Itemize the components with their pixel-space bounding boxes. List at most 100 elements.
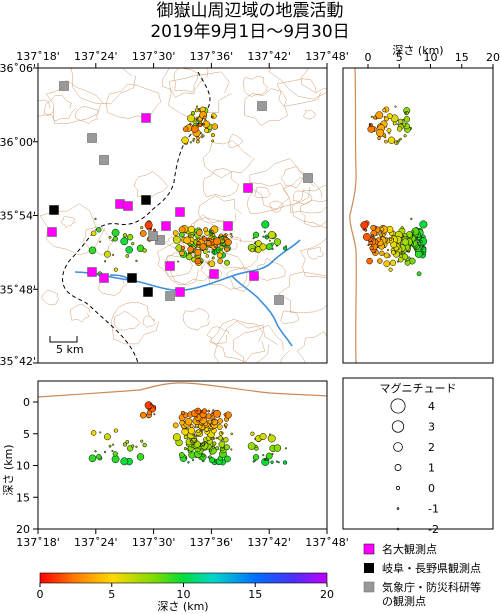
- earthquake-marker: [196, 229, 203, 236]
- nagoya-univ-station: [115, 199, 125, 209]
- topo-profile-right: [349, 67, 357, 364]
- lon-tick-label-top: 137˚24': [74, 50, 118, 63]
- magnitude-label: 4: [428, 400, 435, 413]
- prefecture-station-swatch: [364, 563, 374, 573]
- magnitude-label: -2: [428, 523, 439, 536]
- earthquake-marker: [216, 252, 223, 259]
- earthquake-marker: [153, 413, 156, 416]
- earthquake-marker: [136, 453, 145, 461]
- earthquake-marker: [178, 226, 186, 234]
- earthquake-marker: [261, 220, 270, 229]
- earthquake-marker: [213, 237, 221, 246]
- earthquake-marker: [208, 457, 215, 464]
- earthquake-marker: [139, 230, 147, 237]
- earthquake-marker: [382, 233, 386, 237]
- earthquake-marker: [392, 121, 397, 126]
- contour-line: [200, 250, 248, 290]
- earthquake-marker: [211, 233, 216, 237]
- station-legend: 名大観測点 岐阜・長野県観測点 気象庁・防災科研等 の観測点: [363, 542, 481, 608]
- right-depth-tick-label: 15: [455, 51, 469, 64]
- contour-line: [299, 199, 327, 227]
- earthquake-marker: [94, 217, 97, 220]
- map-axis-ticks: 137˚18' 137˚24' 137˚30' 137˚36' 137˚42' 137˚4…: [0, 50, 349, 368]
- jma-nied-station-swatch: [363, 581, 375, 593]
- colorbar-label: 深さ (km): [157, 600, 208, 613]
- earthquake-marker: [282, 460, 288, 465]
- contour-line: [142, 315, 157, 328]
- earthquake-marker: [135, 445, 138, 448]
- prefecture-station: [127, 273, 137, 283]
- earthquake-marker: [400, 226, 404, 230]
- earthquake-marker: [125, 254, 130, 258]
- earthquake-marker: [262, 235, 265, 238]
- jma-nied-station: [165, 291, 175, 301]
- earthquake-marker: [103, 450, 107, 454]
- earthquake-marker: [211, 446, 215, 450]
- colorbar-tick-label: 15: [248, 588, 262, 601]
- station-legend-label: 気象庁・防災科研等: [382, 580, 481, 594]
- earthquake-marker: [396, 260, 400, 263]
- earthquake-marker: [149, 228, 152, 231]
- jma-nied-station: [148, 231, 158, 241]
- earthquake-marker: [108, 444, 112, 448]
- bottom-section-ylabel: 深さ (km): [2, 444, 15, 495]
- earthquake-marker: [136, 244, 145, 253]
- contour-line: [242, 75, 269, 97]
- earthquake-marker: [375, 111, 384, 120]
- right-depth-tick-label: 20: [486, 51, 500, 64]
- earthquake-marker: [204, 128, 209, 133]
- earthquake-marker: [90, 230, 97, 237]
- station-legend-label: 名大観測点: [382, 542, 437, 556]
- prefecture-station: [143, 287, 153, 297]
- scale-bar-label: 5 km: [56, 343, 84, 356]
- earthquake-marker: [377, 258, 383, 264]
- contour-line: [233, 324, 291, 363]
- earthquake-marker: [411, 230, 415, 234]
- map-earthquakes: [88, 105, 288, 277]
- earthquake-marker: [273, 238, 282, 246]
- earthquake-marker: [179, 420, 185, 426]
- lon-tick-label-top: 137˚18': [16, 50, 60, 63]
- earthquake-marker: [383, 260, 391, 268]
- earthquake-marker: [389, 259, 397, 266]
- earthquake-marker: [376, 128, 385, 137]
- contour-line: [38, 99, 54, 117]
- earthquake-marker: [367, 244, 370, 247]
- nagoya-univ-station: [141, 113, 151, 123]
- earthquake-marker: [284, 245, 288, 248]
- contour-line: [277, 271, 327, 313]
- earthquake-marker: [131, 242, 135, 246]
- colorbar-tick-label: 5: [108, 588, 115, 601]
- earthquake-marker: [410, 217, 413, 220]
- magnitude-symbol: [396, 507, 400, 510]
- earthquake-marker: [215, 446, 220, 451]
- earthquake-marker: [200, 132, 203, 135]
- earthquake-marker: [369, 124, 372, 127]
- earthquake-marker: [212, 244, 215, 247]
- magnitude-symbol: [393, 442, 403, 452]
- contour-line: [206, 326, 230, 345]
- earthquake-marker: [252, 231, 260, 238]
- station-legend-label-cont: の観測点: [382, 594, 426, 608]
- earthquake-marker: [191, 459, 195, 462]
- earthquake-marker: [387, 249, 390, 252]
- magnitude-label: 3: [428, 421, 435, 434]
- earthquake-marker: [186, 253, 189, 256]
- earthquake-marker: [88, 454, 97, 463]
- earthquake-marker: [183, 236, 191, 245]
- earthquake-marker: [223, 413, 227, 416]
- earthquake-marker: [379, 233, 383, 237]
- earthquake-marker: [384, 116, 389, 122]
- earthquake-marker: [196, 240, 201, 246]
- magnitude-label: 1: [428, 462, 435, 475]
- earthquake-marker: [111, 228, 120, 237]
- earthquake-marker: [191, 125, 199, 133]
- earthquake-marker: [177, 260, 180, 263]
- earthquake-marker: [370, 115, 373, 118]
- earthquake-marker: [186, 428, 189, 431]
- jma-nied-station: [303, 173, 313, 183]
- earthquake-marker: [202, 120, 210, 128]
- earthquake-marker: [273, 444, 282, 452]
